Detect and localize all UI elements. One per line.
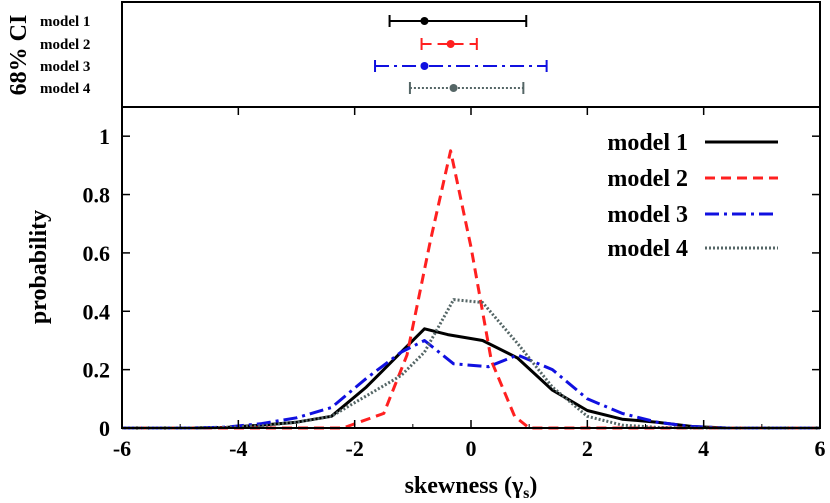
- pdf-panel: 00.20.40.60.81 -6 -4 -2 0 2 4 6 skewness (γs) …: [26, 106, 826, 502]
- ci-bar-model-3: [374, 60, 548, 72]
- y-tick-label: 0.6: [83, 241, 111, 266]
- legend-item-model-3: model 3: [607, 202, 778, 228]
- y-tick-label: 0: [99, 416, 110, 441]
- x-tick-label: 2: [582, 436, 593, 461]
- ci-center-point: [420, 17, 429, 25]
- ci-center-point: [420, 62, 429, 70]
- ci-label-model-2: model 2: [40, 37, 90, 53]
- x-tick-label: 6: [815, 436, 826, 461]
- ci-bar-model-1: [388, 15, 528, 27]
- y-tick-label: 1: [99, 124, 110, 149]
- y-tick-label: 0.8: [83, 183, 111, 208]
- legend-label: model 1: [607, 130, 688, 156]
- series-line-model-1: [122, 327, 820, 430]
- series-line-model-2: [122, 149, 820, 430]
- ci-label-model-4: model 4: [40, 81, 91, 97]
- x-tick-label: -2: [346, 436, 364, 461]
- legend-item-model-4: model 4: [607, 236, 778, 262]
- ci-center-point: [449, 84, 458, 92]
- x-tick-label: 0: [466, 436, 477, 461]
- legend-label: model 3: [607, 202, 688, 228]
- legend-label: model 4: [607, 236, 688, 262]
- ci-bar-model-4: [408, 82, 525, 94]
- y-tick-label: 0.4: [83, 299, 111, 324]
- ci-center-point: [446, 40, 455, 48]
- ci-bar-model-2: [420, 38, 478, 50]
- series-line-model-4: [122, 298, 820, 430]
- pdf-panel-frame: [121, 106, 821, 429]
- legend-label: model 2: [607, 166, 688, 192]
- ci-panel-frame: [121, 1, 821, 108]
- x-tick-label: -6: [113, 436, 131, 461]
- x-tick-label: -4: [229, 436, 247, 461]
- ci-panel: 68% CI model 1 model 2 model 3 model 4: [6, 1, 821, 108]
- y-axis-label: probability: [26, 210, 52, 324]
- x-tick-label: 4: [698, 436, 709, 461]
- x-axis-label: skewness (γs): [405, 473, 538, 502]
- ci-label-model-3: model 3: [40, 59, 90, 75]
- y-tick-label: 0.2: [83, 358, 111, 383]
- series-line-model-3: [122, 339, 820, 430]
- ci-panel-ylabel: 68% CI: [6, 15, 32, 96]
- ci-label-model-1: model 1: [40, 14, 90, 30]
- legend-item-model-1: model 1: [607, 130, 778, 156]
- legend-item-model-2: model 2: [607, 166, 778, 192]
